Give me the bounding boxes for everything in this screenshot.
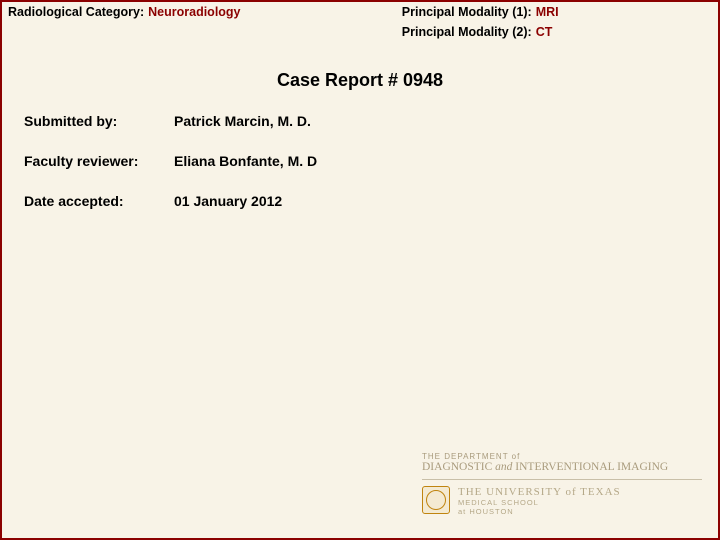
date-accepted-row: Date accepted: 01 January 2012 xyxy=(24,193,718,209)
modality2-field: Principal Modality (2): CT xyxy=(396,22,718,42)
header-row: Radiological Category: Neuroradiology Pr… xyxy=(2,2,718,22)
category-field: Radiological Category: Neuroradiology xyxy=(2,2,396,22)
ut-line3: at HOUSTON xyxy=(458,507,621,516)
submitted-by-row: Submitted by: Patrick Marcin, M. D. xyxy=(24,113,718,129)
submitted-by-value: Patrick Marcin, M. D. xyxy=(174,113,311,129)
submitted-by-label: Submitted by: xyxy=(24,113,174,129)
ut-text: THE UNIVERSITY of TEXAS MEDICAL SCHOOL a… xyxy=(458,486,621,516)
modality2-value: CT xyxy=(536,25,553,39)
faculty-reviewer-value: Eliana Bonfante, M. D xyxy=(174,153,317,169)
dept-name: DIAGNOSTIC and INTERVENTIONAL IMAGING xyxy=(422,461,702,473)
modality1-field: Principal Modality (1): MRI xyxy=(396,2,718,22)
department-logo: THE DEPARTMENT of DIAGNOSTIC and INTERVE… xyxy=(422,452,702,480)
date-accepted-value: 01 January 2012 xyxy=(174,193,282,209)
category-value: Neuroradiology xyxy=(148,5,240,19)
info-table: Submitted by: Patrick Marcin, M. D. Facu… xyxy=(24,113,718,209)
ut-seal-icon xyxy=(422,486,450,514)
footer: THE DEPARTMENT of DIAGNOSTIC and INTERVE… xyxy=(422,452,702,516)
dept-prefix: THE DEPARTMENT of xyxy=(422,452,702,461)
modality1-label: Principal Modality (1): xyxy=(402,5,532,19)
ut-line2: MEDICAL SCHOOL xyxy=(458,498,621,507)
modality2-label: Principal Modality (2): xyxy=(402,25,532,39)
university-logo: THE UNIVERSITY of TEXAS MEDICAL SCHOOL a… xyxy=(422,486,702,516)
category-label: Radiological Category: xyxy=(8,5,144,19)
faculty-reviewer-label: Faculty reviewer: xyxy=(24,153,174,169)
date-accepted-label: Date accepted: xyxy=(24,193,174,209)
faculty-reviewer-row: Faculty reviewer: Eliana Bonfante, M. D xyxy=(24,153,718,169)
case-title: Case Report # 0948 xyxy=(2,70,718,91)
ut-line1: THE UNIVERSITY of TEXAS xyxy=(458,486,621,498)
modality1-value: MRI xyxy=(536,5,559,19)
